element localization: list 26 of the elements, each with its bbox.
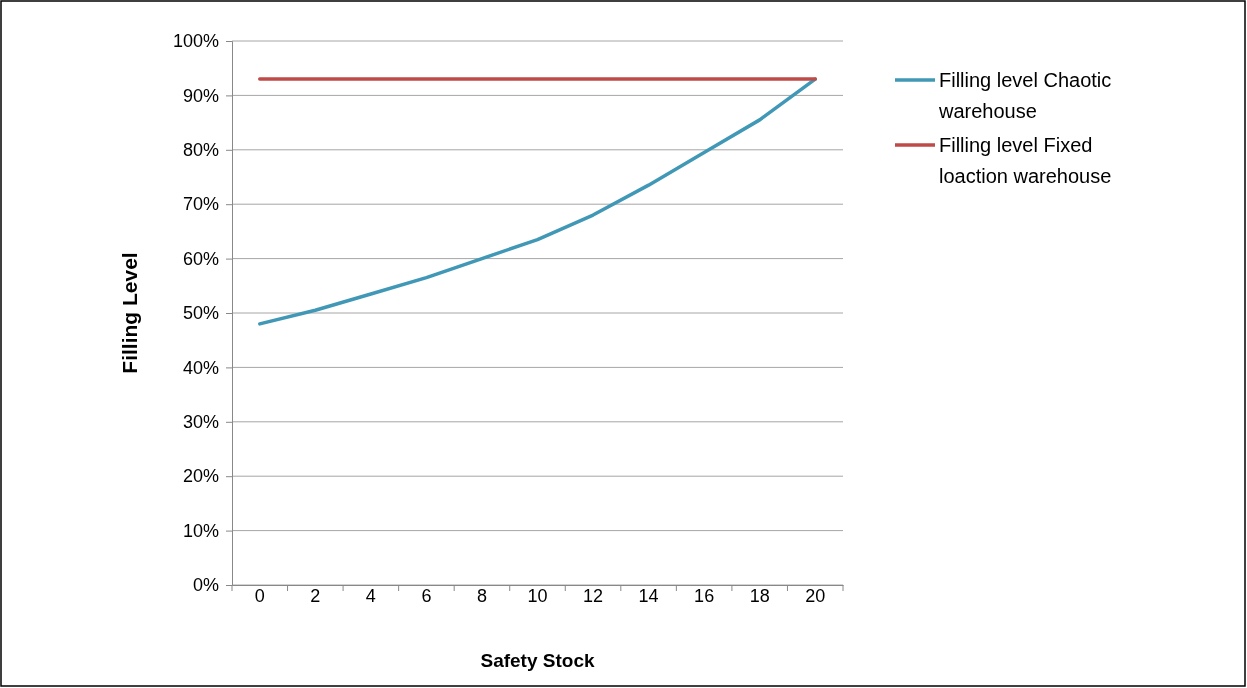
y-tick-label: 90% — [182, 85, 219, 106]
x-tick-label: 6 — [421, 586, 432, 606]
y-tick-label: 70% — [182, 194, 219, 215]
x-tick-label: 16 — [694, 586, 715, 606]
y-axis-title: Filling Level — [118, 252, 141, 374]
x-tick-label: 18 — [749, 586, 770, 606]
y-tick-label: 40% — [182, 357, 219, 378]
x-tick-label: 8 — [476, 586, 487, 606]
y-tick-label: 100% — [172, 31, 219, 52]
x-tick-label: 20 — [805, 586, 826, 606]
y-tick-label: 60% — [182, 248, 219, 269]
y-tick-label: 10% — [182, 520, 219, 541]
y-tick-label: 80% — [182, 140, 219, 161]
x-tick-label: 10 — [527, 586, 548, 606]
y-tick-label: 50% — [182, 303, 219, 324]
legend-label: Filling level Chaotic warehouse — [938, 69, 1112, 122]
x-axis-title: Safety Stock — [480, 650, 595, 671]
y-tick-label: 20% — [182, 466, 219, 487]
x-tick-label: 0 — [254, 586, 265, 606]
legend-label: Filling level Fixed loaction warehouse — [939, 134, 1112, 187]
x-tick-label: 4 — [365, 586, 376, 606]
y-tick-label: 30% — [182, 412, 219, 433]
y-tick-label: 0% — [192, 575, 219, 596]
x-tick-label: 12 — [583, 586, 604, 606]
x-tick-label: 2 — [310, 586, 321, 606]
x-tick-label: 14 — [638, 586, 659, 606]
